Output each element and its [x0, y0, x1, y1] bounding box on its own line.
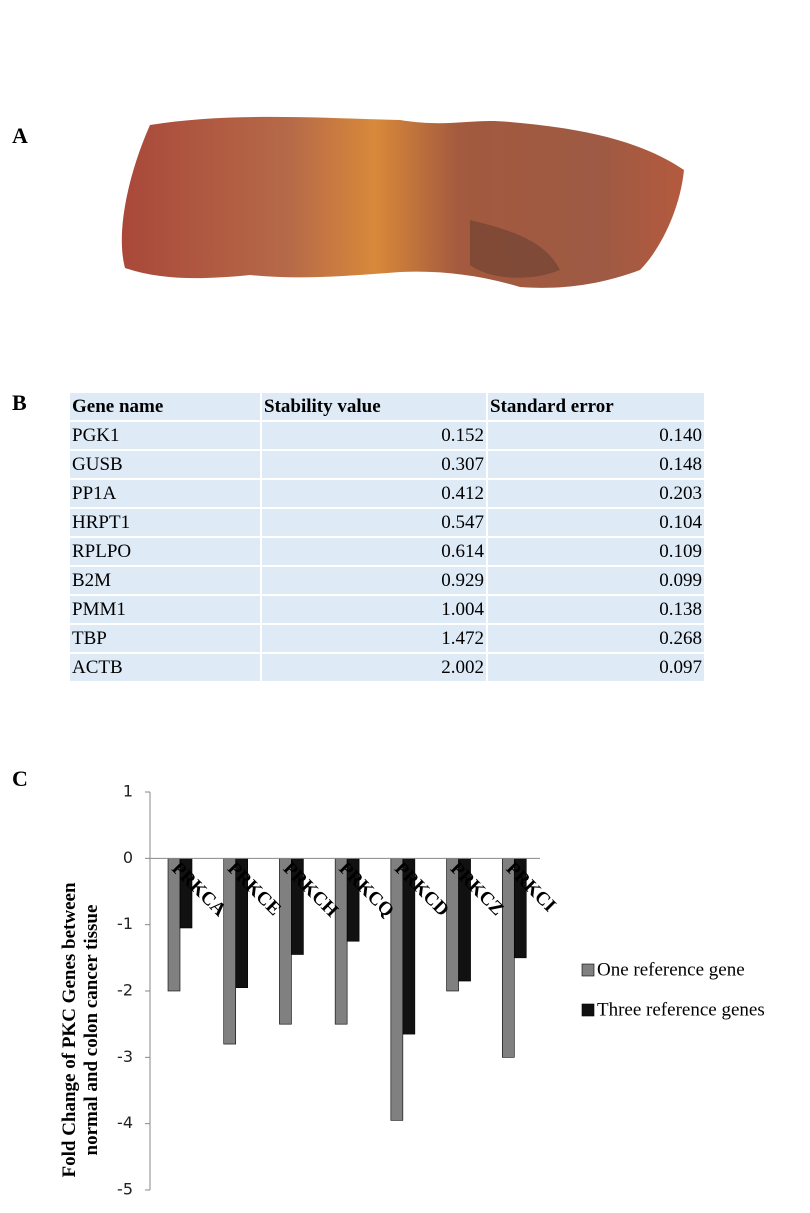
tissue-photo: [121, 116, 684, 288]
y-tick-label: 1: [123, 782, 133, 801]
y-tick-label: -2: [117, 981, 133, 1000]
table-row: Gene name Stability value Standard error: [68, 391, 706, 422]
table-cell: TBP: [68, 623, 262, 654]
bar: [501, 858, 515, 1058]
table-cell: 0.104: [486, 507, 706, 538]
table-cell: ACTB: [68, 652, 262, 683]
table-cell: PMM1: [68, 594, 262, 625]
table-cell: GUSB: [68, 449, 262, 480]
tissue-dark-area: [470, 220, 560, 278]
table-row: TBP 1.472 0.268: [68, 623, 706, 654]
table-cell: 0.099: [486, 565, 706, 596]
table-cell: 0.268: [486, 623, 706, 654]
table-cell: 0.097: [486, 652, 706, 683]
table-row: PMM1 1.004 0.138: [68, 594, 706, 625]
table-cell: Gene name: [68, 391, 262, 422]
table-cell: RPLPO: [68, 536, 262, 567]
y-tick-label: -4: [117, 1113, 133, 1132]
table-cell: Standard error: [486, 391, 706, 422]
table-cell: 0.138: [486, 594, 706, 625]
y-tick-label: -5: [117, 1180, 133, 1199]
table-cell: PP1A: [68, 478, 262, 509]
table-cell: 0.148: [486, 449, 706, 480]
table-cell: 0.547: [260, 507, 488, 538]
table-row: HRPT1 0.547 0.104: [68, 507, 706, 538]
table-row: ACTB 2.002 0.097: [68, 652, 706, 683]
table-cell: 0.614: [260, 536, 488, 567]
panel-label: B: [12, 390, 27, 415]
table-cell: 0.152: [260, 420, 488, 451]
table-cell: 1.004: [260, 594, 488, 625]
legend-swatch: [581, 963, 595, 977]
table-cell: 0.412: [260, 478, 488, 509]
table-cell: B2M: [68, 565, 262, 596]
bar: [223, 858, 237, 1045]
table-cell: Stability value: [260, 391, 488, 422]
panel-label: A: [12, 123, 28, 148]
legend-label: Three reference genes: [597, 999, 765, 1020]
y-tick-label: -1: [117, 914, 133, 933]
table-cell: HRPT1: [68, 507, 262, 538]
y-tick-label: -3: [117, 1047, 133, 1066]
stability-table: Gene name Stability value Standard error PG…: [68, 391, 706, 683]
table-cell: 0.109: [486, 536, 706, 567]
y-axis-title: Fold Change of PKC Genes between: [59, 882, 80, 1177]
legend-swatch: [581, 1003, 595, 1017]
y-tick-label: 0: [123, 848, 133, 867]
table-row: GUSB 0.307 0.148: [68, 449, 706, 480]
table-row: PP1A 0.412 0.203: [68, 478, 706, 509]
table-cell: 2.002: [260, 652, 488, 683]
panel-label: C: [12, 766, 28, 791]
table-row: B2M 0.929 0.099: [68, 565, 706, 596]
y-axis-title: normal and colon cancer tissue: [81, 905, 102, 1156]
table-cell: 1.472: [260, 623, 488, 654]
table-cell: PGK1: [68, 420, 262, 451]
table-row: RPLPO 0.614 0.109: [68, 536, 706, 567]
table-cell: 0.929: [260, 565, 488, 596]
table-row: PGK1 0.152 0.140: [68, 420, 706, 451]
legend-label: One reference gene: [597, 959, 745, 980]
bar: [390, 858, 404, 1121]
table-cell: 0.307: [260, 449, 488, 480]
table-cell: 0.140: [486, 420, 706, 451]
table-cell: 0.203: [486, 478, 706, 509]
